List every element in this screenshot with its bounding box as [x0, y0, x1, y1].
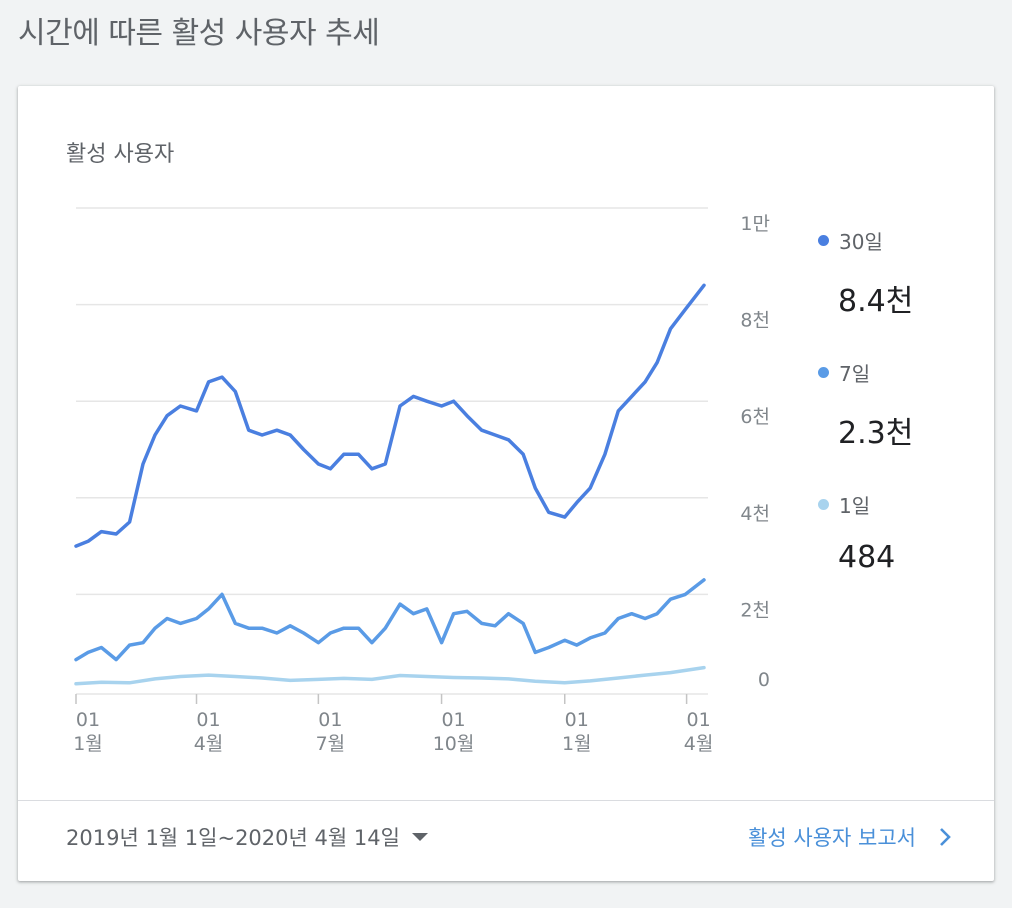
page-title: 시간에 따른 활성 사용자 추세: [18, 16, 380, 51]
legend-name-30d: 30일: [839, 230, 883, 254]
x-tick-month: 10월: [433, 733, 475, 755]
series-line-1일: [74, 665, 706, 686]
x-tick-month: 4월: [194, 733, 224, 755]
chevron-right-icon: [940, 828, 951, 846]
y-tick-label: 0: [758, 669, 770, 691]
y-tick-label: 8천: [740, 310, 770, 332]
date-range-label: 2019년 1월 1일~2020년 4월 14일: [66, 826, 400, 850]
x-tick-month: 7월: [316, 733, 346, 755]
legend-value-1d: 484: [838, 540, 896, 575]
x-tick-month: 1월: [562, 733, 592, 755]
legend-name-1d: 1일: [839, 494, 871, 518]
y-tick-label: 1만: [740, 213, 770, 235]
legend-value-30d: 8.4천: [838, 284, 914, 319]
active-users-card: 활성 사용자 0 2천 4천 6천 8천 1만 01 1월 01 4월 01 7월 01 10월 01 1월 0…: [18, 86, 994, 881]
active-users-report-link[interactable]: 활성 사용자 보고서: [748, 822, 952, 852]
x-tick-day: 01: [196, 709, 220, 731]
legend-item-7d[interactable]: 7일 2.3천: [818, 358, 988, 490]
x-tick-month: 1월: [73, 733, 103, 755]
chart-legend: 30일 8.4천 7일 2.3천 1일 484: [818, 226, 988, 622]
card-title: 활성 사용자: [66, 142, 175, 167]
legend-dot-7d: [818, 367, 829, 378]
y-tick-label: 6천: [740, 406, 770, 428]
y-tick-label: 4천: [740, 503, 770, 525]
x-tick-day: 01: [76, 709, 100, 731]
y-tick-label: 2천: [740, 599, 770, 621]
x-tick-day: 01: [565, 709, 589, 731]
x-tick-day: 01: [441, 709, 465, 731]
legend-dot-30d: [818, 235, 829, 246]
legend-name-7d: 7일: [839, 362, 871, 386]
legend-value-7d: 2.3천: [838, 416, 914, 451]
legend-item-1d[interactable]: 1일 484: [818, 490, 988, 622]
x-tick-day: 01: [686, 709, 710, 731]
x-tick-day: 01: [318, 709, 342, 731]
x-tick-month: 4월: [684, 733, 714, 755]
legend-dot-1d: [818, 499, 829, 510]
report-link-label: 활성 사용자 보고서: [748, 826, 916, 850]
card-divider: [18, 800, 994, 801]
legend-item-30d[interactable]: 30일 8.4천: [818, 226, 988, 358]
caret-down-icon: [411, 833, 428, 841]
series-line-7일: [74, 578, 706, 662]
series-line-30일: [74, 283, 706, 548]
date-range-dropdown[interactable]: 2019년 1월 1일~2020년 4월 14일: [66, 822, 428, 852]
